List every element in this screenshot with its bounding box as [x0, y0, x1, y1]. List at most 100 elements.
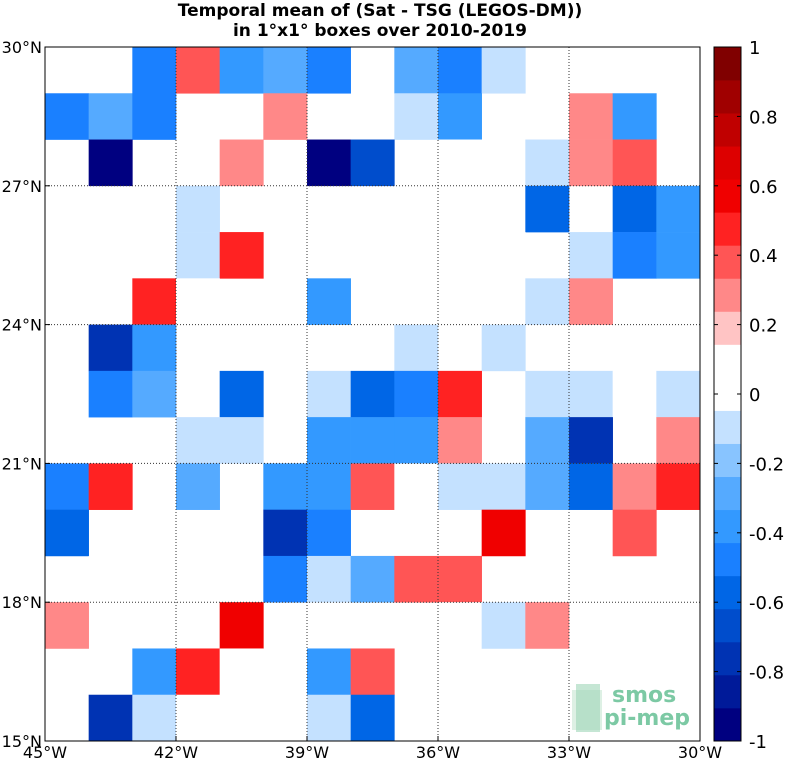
grid-lines	[45, 47, 700, 741]
colorbar-tick-label: 0.2	[749, 316, 778, 337]
heatmap-cell	[88, 370, 133, 418]
colorbar-swatch	[714, 80, 741, 114]
heatmap-cell	[176, 278, 220, 325]
heatmap-cell	[525, 417, 570, 464]
heatmap-cell	[438, 463, 482, 510]
heatmap-cell	[88, 463, 133, 510]
colorbar-swatch	[714, 410, 741, 444]
heatmap-cell	[219, 47, 264, 94]
heatmap-cell	[132, 648, 177, 696]
heatmap-cell	[438, 93, 482, 140]
colorbar-swatch	[714, 311, 741, 345]
heatmap-cell	[219, 370, 264, 418]
y-tick-label: 27°N	[2, 177, 42, 196]
heatmap-cell	[350, 555, 395, 603]
heatmap-cell	[307, 370, 351, 418]
x-tick-label: 36°W	[416, 743, 460, 760]
heatmap-cell	[569, 463, 613, 510]
heatmap-cell	[176, 232, 220, 279]
heatmap-cell	[394, 417, 439, 464]
heatmap-cell	[350, 139, 395, 187]
colorbar-tick-label: 0.8	[749, 107, 778, 128]
heatmap-cell	[569, 417, 613, 464]
heatmap-cell	[438, 370, 482, 418]
heatmap-cell	[525, 278, 570, 325]
heatmap-cell	[481, 324, 526, 372]
heatmap-cell	[656, 370, 701, 418]
heatmap-cell	[45, 694, 89, 742]
colorbar-tick-label: 0	[749, 385, 760, 406]
heatmap-cell	[307, 278, 351, 325]
heatmap-cell	[219, 417, 264, 464]
heatmap-cell	[525, 602, 570, 649]
colorbar-swatch	[714, 542, 741, 577]
heatmap-cell	[307, 47, 351, 94]
heatmap-cell	[612, 47, 657, 94]
colorbar-swatch	[714, 278, 741, 312]
heatmap-cell	[481, 185, 526, 233]
heatmap-cell	[88, 555, 133, 603]
heatmap-cell	[132, 278, 177, 325]
heatmap-cell	[612, 463, 657, 510]
plot-frame	[44, 46, 701, 742]
heatmap-cell	[88, 139, 133, 187]
colorbar-swatch	[714, 509, 741, 544]
heatmap-cell	[176, 463, 220, 510]
heatmap-cell	[394, 463, 439, 510]
heatmap-cell	[438, 185, 482, 233]
colorbar-swatch	[714, 476, 741, 511]
colorbar-tick-label: 0.6	[749, 177, 778, 198]
heatmap-cell	[263, 555, 308, 603]
colorbar-tick-label: 0.4	[749, 246, 778, 267]
y-tick-label: 24°N	[2, 316, 42, 335]
heatmap-cell	[481, 463, 526, 510]
heatmap-cell	[132, 93, 177, 140]
colorbar-swatch	[714, 443, 741, 478]
colorbar-swatch	[714, 575, 741, 610]
heatmap-cell	[612, 185, 657, 233]
heatmap-cell	[307, 555, 351, 603]
heatmap-cell	[569, 139, 613, 187]
y-tick-label: 18°N	[2, 593, 42, 612]
heatmap-cell	[263, 47, 308, 94]
x-tick-label: 33°W	[547, 743, 591, 760]
heatmap-cell	[525, 463, 570, 510]
heatmap-cell	[438, 47, 482, 94]
heatmap-cell	[219, 232, 264, 279]
colorbar-swatch	[714, 47, 741, 81]
heatmap-cell	[350, 417, 395, 464]
colorbar-swatch	[714, 674, 741, 709]
heatmap-cell	[132, 370, 177, 418]
colorbar-swatch	[714, 344, 741, 378]
logo-text-smos: smos	[612, 683, 676, 708]
x-tick-label: 30°W	[678, 743, 722, 760]
heatmap-cell	[219, 555, 264, 603]
heatmap-cell	[132, 324, 177, 372]
heatmap-cell	[307, 463, 351, 510]
colorbar-swatch	[714, 146, 741, 180]
heatmap-cell	[45, 602, 89, 649]
heatmap-cell	[612, 509, 657, 557]
heatmap-cell	[307, 139, 351, 187]
heatmap-cell	[394, 555, 439, 603]
colorbar-swatch	[714, 377, 741, 411]
colorbar-swatch	[714, 608, 741, 643]
heatmap-cell	[263, 463, 308, 510]
colorbar-tick-label: -1	[749, 732, 767, 753]
heatmap-cell	[656, 232, 701, 279]
heatmap-cell	[569, 278, 613, 325]
colorbar-tick-label: -0.6	[749, 593, 784, 614]
heatmap-cell	[438, 555, 482, 603]
chart-title: Temporal mean of (Sat - TSG (LEGOS-DM))	[177, 1, 583, 21]
x-tick-label: 39°W	[285, 743, 329, 760]
heatmap-cell	[219, 648, 264, 696]
heatmap-cell	[481, 509, 526, 557]
colorbar-swatch	[714, 212, 741, 246]
heatmap-cell	[88, 93, 133, 140]
heatmap-cell	[525, 185, 570, 233]
heatmap-cell	[176, 47, 220, 94]
heatmap-cell	[307, 417, 351, 464]
colorbar-tick-label: -0.2	[749, 454, 784, 475]
y-tick-label: 15°N	[2, 732, 42, 751]
chart-subtitle: in 1°x1° boxes over 2010-2019	[232, 21, 528, 41]
